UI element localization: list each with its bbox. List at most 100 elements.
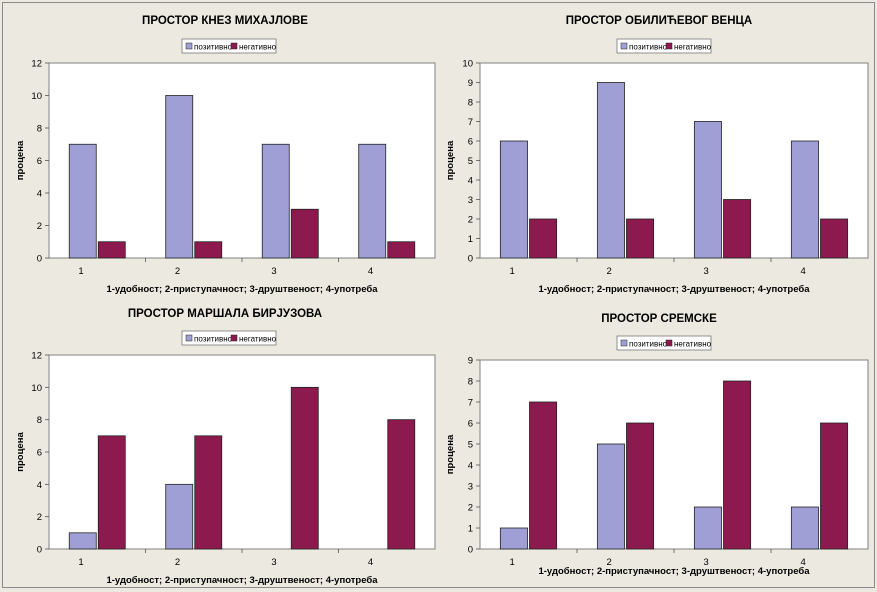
y-tick-label: 10 (31, 91, 42, 102)
legend-swatch-positive (620, 42, 628, 50)
legend-swatch-positive (185, 42, 193, 50)
bar-negative-3 (723, 199, 752, 259)
y-tick-label: 6 (37, 448, 42, 459)
y-tick-label: 5 (468, 156, 473, 167)
bar-positive-4 (358, 143, 387, 259)
y-tick-label: 0 (37, 254, 42, 265)
bar-positive-2 (165, 95, 194, 259)
bar-positive-2 (596, 82, 625, 259)
bar-negative-1 (529, 218, 558, 259)
x-tick-label: 4 (801, 266, 806, 277)
chart-3: ПРОСТОР МАРШАЛА БИРЈУЗОВА позитивно негати… (15, 308, 436, 586)
legend-box (616, 38, 712, 54)
x-tick-label: 1 (78, 557, 83, 568)
y-tick-label: 5 (468, 440, 473, 451)
legend-label-positive: позитивно (194, 335, 233, 344)
y-axis-label: процена (15, 432, 26, 472)
x-tick-label: 4 (368, 266, 373, 277)
legend-swatch-negative (230, 42, 238, 50)
x-tick-label: 1 (510, 557, 515, 568)
y-tick-label: 6 (468, 137, 473, 148)
bar-negative-4 (820, 422, 849, 550)
legend-box (616, 335, 712, 351)
bar-positive-3 (693, 121, 722, 259)
bar-negative-4 (387, 419, 416, 550)
bar-positive-4 (790, 506, 819, 550)
legend-swatch-negative (230, 334, 238, 342)
x-tick-label: 1 (510, 266, 515, 277)
bar-positive-1 (499, 527, 528, 550)
y-tick-label: 6 (37, 156, 42, 167)
y-tick-label: 8 (468, 98, 473, 109)
x-axis-label: 1-удобност; 2-приступачност; 3-друштвено… (106, 284, 378, 295)
y-tick-label: 8 (468, 377, 473, 388)
y-tick-label: 2 (37, 221, 42, 232)
legend-label-positive: позитивно (194, 43, 233, 52)
chart-title: ПРОСТОР МАРШАЛА БИРЈУЗОВА (128, 308, 322, 320)
x-tick-label: 3 (704, 266, 709, 277)
legend-swatch-positive (620, 339, 628, 347)
y-tick-label: 10 (31, 383, 42, 394)
x-tick-label: 2 (607, 266, 612, 277)
legend: позитивно негативно (616, 335, 712, 351)
legend-box (181, 38, 277, 54)
x-tick-label: 2 (607, 557, 612, 568)
bar-negative-2 (626, 218, 655, 259)
y-tick-label: 4 (37, 480, 42, 491)
bar-negative-4 (387, 241, 416, 259)
x-axis-label: 1-удобност; 2-приступачност; 3-друштвено… (538, 566, 810, 577)
bar-positive-2 (165, 483, 194, 550)
bar-positive-4 (790, 140, 819, 259)
bar-positive-3 (261, 143, 290, 259)
legend: позитивно негативно (181, 330, 277, 346)
x-tick-label: 3 (704, 557, 709, 568)
legend-swatch-negative (665, 339, 673, 347)
chart-title: ПРОСТОР ОБИЛИЋЕВОГ ВЕНЦА (566, 15, 753, 27)
y-tick-label: 1 (468, 234, 473, 245)
y-tick-label: 10 (462, 59, 473, 70)
y-tick-label: 2 (468, 503, 473, 514)
chart-title: ПРОСТОР КНЕЗ МИХАЈЛОВЕ (142, 15, 308, 27)
legend: позитивно негативно (616, 38, 712, 54)
x-tick-label: 3 (271, 557, 276, 568)
x-axis-label: 1-удобност; 2-приступачност; 3-друштвено… (538, 284, 810, 295)
y-tick-label: 4 (37, 189, 42, 200)
legend-swatch-positive (185, 334, 193, 342)
bar-negative-2 (194, 241, 223, 259)
bar-positive-1 (68, 143, 97, 259)
bar-negative-1 (97, 435, 126, 550)
bar-positive-1 (68, 532, 97, 550)
bar-positive-1 (499, 140, 528, 259)
legend-label-negative: негативно (674, 340, 712, 349)
y-tick-label: 6 (468, 419, 473, 430)
y-tick-label: 12 (31, 351, 42, 362)
bar-positive-2 (596, 443, 625, 550)
bar-negative-4 (820, 218, 849, 259)
bar-negative-1 (97, 241, 126, 259)
y-tick-label: 8 (37, 415, 42, 426)
bar-positive-3 (693, 506, 722, 550)
legend-label-negative: негативно (674, 43, 712, 52)
y-tick-label: 8 (37, 124, 42, 135)
y-tick-label: 2 (37, 512, 42, 523)
y-tick-label: 7 (468, 398, 473, 409)
y-tick-label: 7 (468, 117, 473, 128)
x-axis-label: 1-удобност; 2-приступачност; 3-друштвено… (106, 575, 378, 586)
y-tick-label: 0 (468, 545, 473, 556)
bar-negative-3 (290, 386, 319, 550)
legend-label-negative: негативно (239, 43, 277, 52)
bar-negative-3 (290, 208, 319, 259)
y-tick-label: 0 (37, 545, 42, 556)
bar-negative-2 (194, 435, 223, 550)
bar-negative-2 (626, 422, 655, 550)
x-tick-label: 4 (368, 557, 373, 568)
y-tick-label: 2 (468, 215, 473, 226)
x-tick-label: 4 (801, 557, 806, 568)
legend-box (181, 330, 277, 346)
chart-title: ПРОСТОР СРЕМСКЕ (601, 313, 717, 325)
charts-figure: ПРОСТОР КНЕЗ МИХАЈЛОВЕ позитивно негативно… (15, 15, 869, 586)
y-tick-label: 4 (468, 176, 473, 187)
y-tick-label: 1 (468, 524, 473, 535)
legend: позитивно негативно (181, 38, 277, 54)
